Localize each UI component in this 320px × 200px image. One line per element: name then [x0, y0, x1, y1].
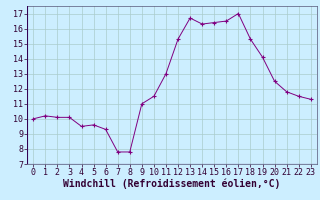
X-axis label: Windchill (Refroidissement éolien,°C): Windchill (Refroidissement éolien,°C)	[63, 179, 281, 189]
